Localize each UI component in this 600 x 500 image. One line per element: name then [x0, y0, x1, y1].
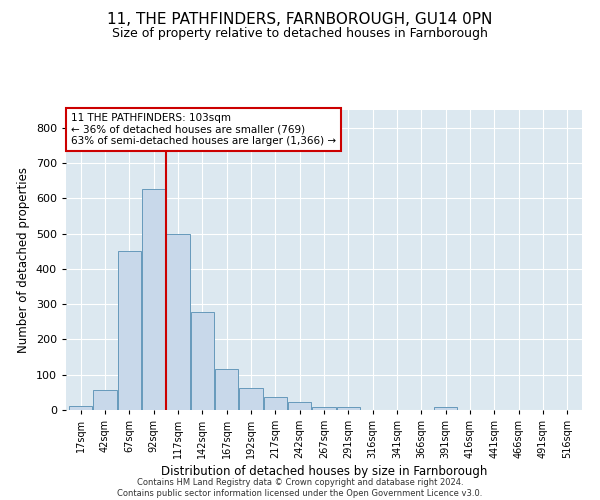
Text: 11, THE PATHFINDERS, FARNBOROUGH, GU14 0PN: 11, THE PATHFINDERS, FARNBOROUGH, GU14 0… — [107, 12, 493, 28]
X-axis label: Distribution of detached houses by size in Farnborough: Distribution of detached houses by size … — [161, 466, 487, 478]
Bar — [239, 388, 263, 410]
Bar — [142, 190, 165, 410]
Bar — [288, 402, 311, 410]
Bar — [313, 407, 335, 410]
Bar — [166, 234, 190, 410]
Bar — [337, 407, 360, 410]
Text: Size of property relative to detached houses in Farnborough: Size of property relative to detached ho… — [112, 28, 488, 40]
Bar — [215, 370, 238, 410]
Bar — [118, 251, 141, 410]
Text: Contains HM Land Registry data © Crown copyright and database right 2024.
Contai: Contains HM Land Registry data © Crown c… — [118, 478, 482, 498]
Bar — [191, 312, 214, 410]
Bar — [94, 390, 116, 410]
Bar — [264, 397, 287, 410]
Text: 11 THE PATHFINDERS: 103sqm
← 36% of detached houses are smaller (769)
63% of sem: 11 THE PATHFINDERS: 103sqm ← 36% of deta… — [71, 113, 336, 146]
Bar — [69, 406, 92, 410]
Bar — [434, 407, 457, 410]
Y-axis label: Number of detached properties: Number of detached properties — [17, 167, 30, 353]
